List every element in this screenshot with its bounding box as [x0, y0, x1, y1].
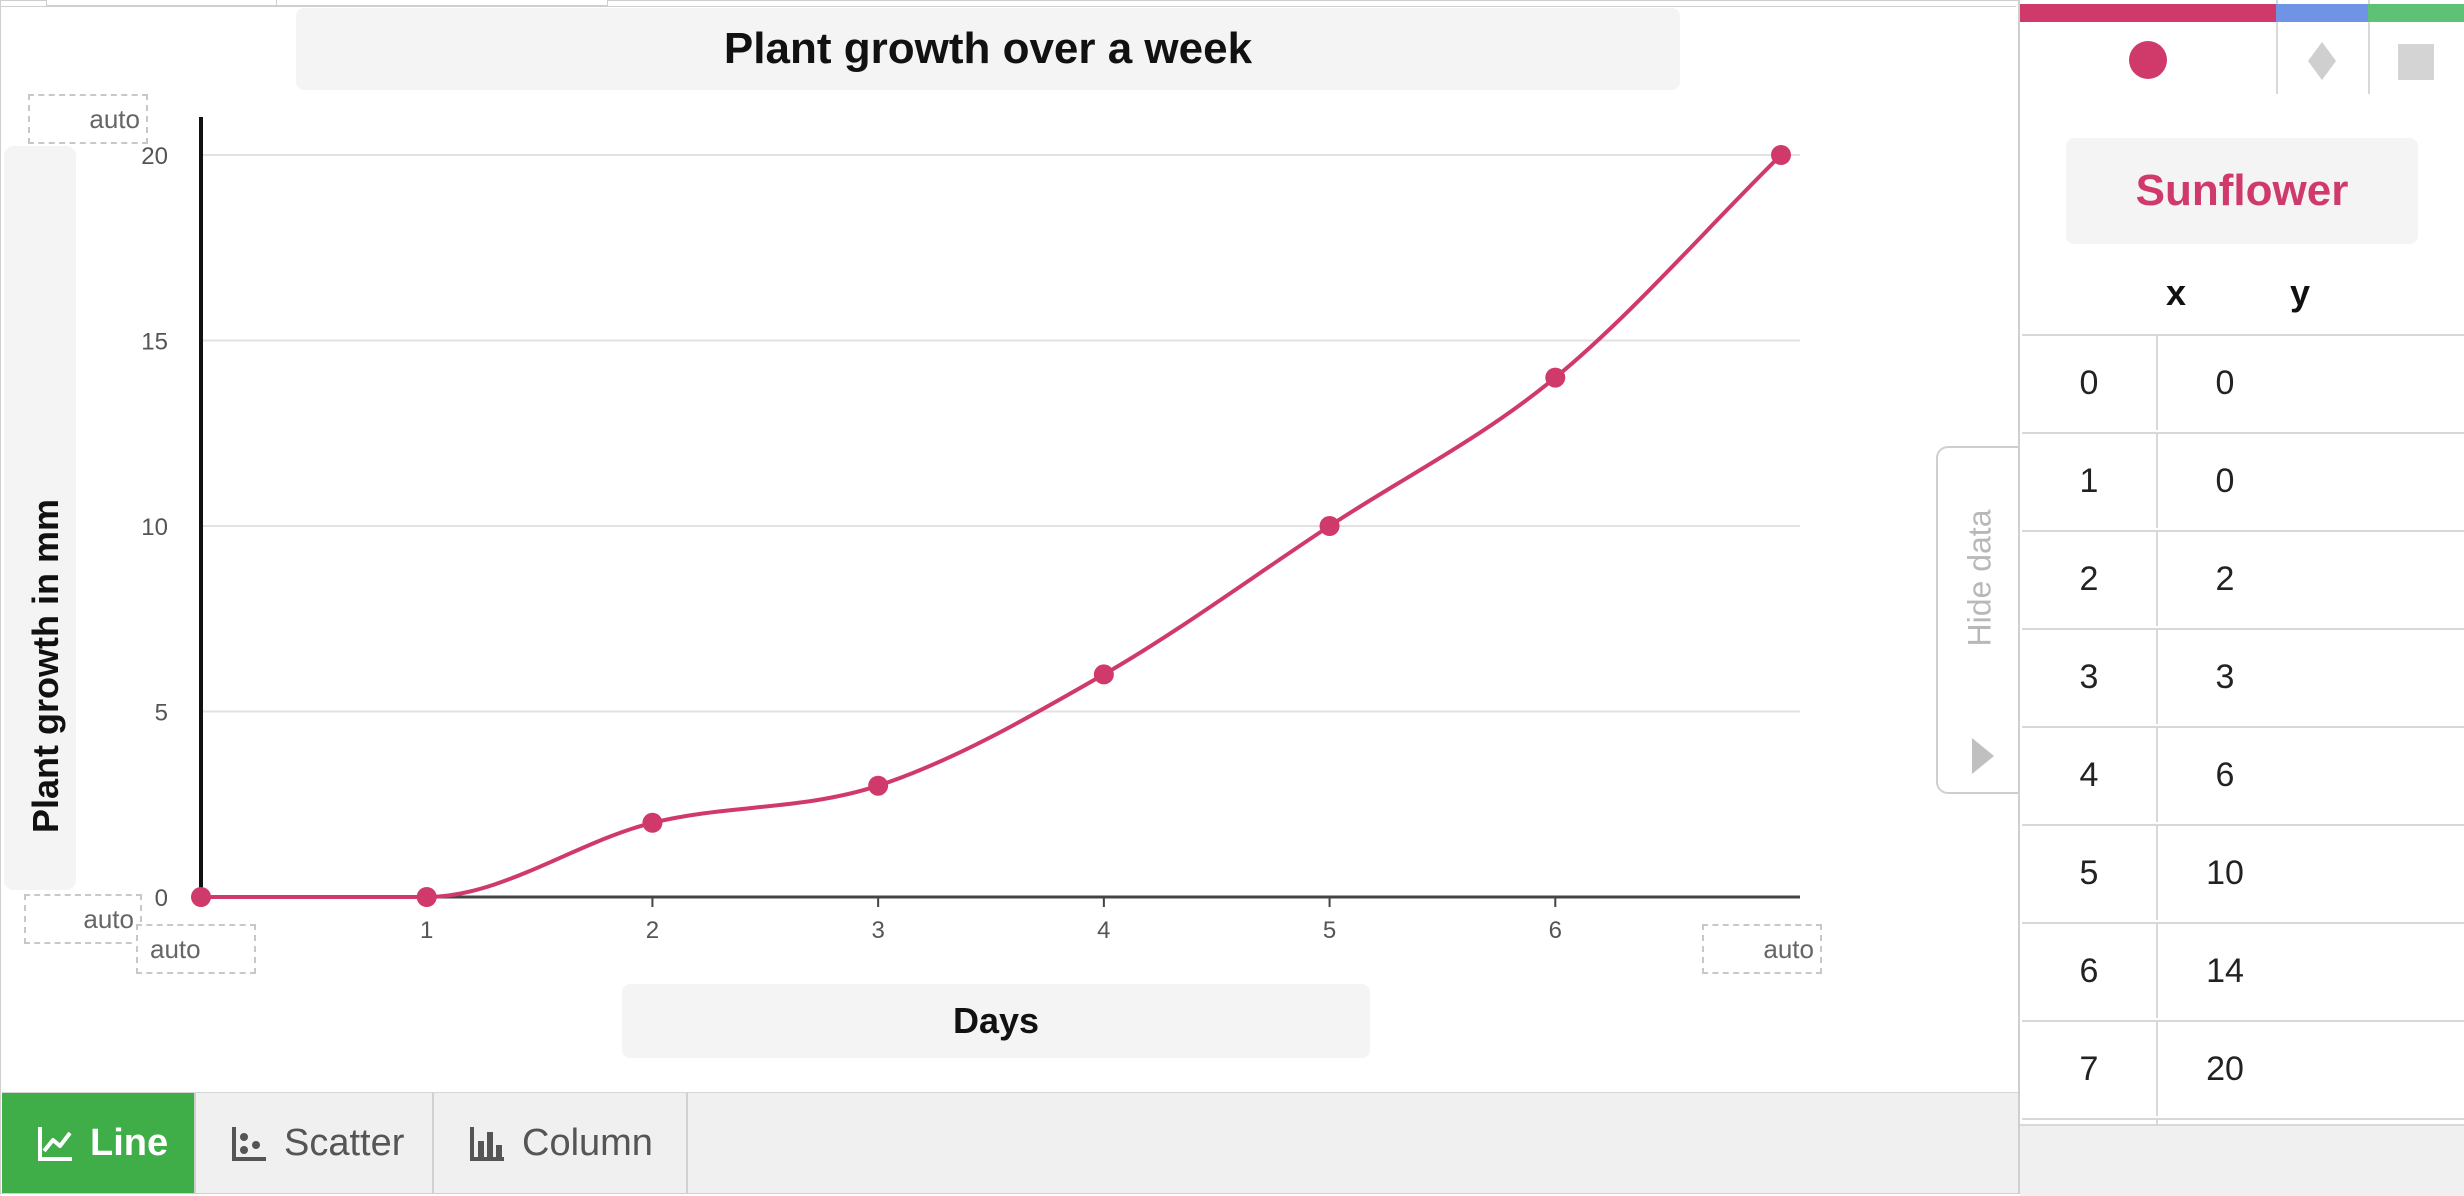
scatter-chart-button[interactable]: Scatter	[196, 1093, 434, 1193]
series-tab-sunflower[interactable]	[2020, 0, 2278, 94]
cell-y[interactable]: 0	[2215, 363, 2235, 402]
x-min-input[interactable]: auto	[136, 924, 256, 974]
cell-x[interactable]: 6	[2022, 924, 2158, 1018]
line-chart-button[interactable]: Line	[2, 1093, 196, 1193]
y-max-input[interactable]: auto	[28, 94, 148, 144]
data-point[interactable]	[642, 812, 663, 833]
circle-icon	[2129, 41, 2167, 79]
x-max-input[interactable]: auto	[1702, 924, 1822, 974]
x-tick-label: 3	[871, 917, 884, 944]
x-tick-label: 6	[1549, 917, 1562, 944]
cell-y[interactable]: 10	[2206, 853, 2244, 892]
y-min-input[interactable]: auto	[24, 894, 142, 944]
column-chart-icon	[470, 1127, 504, 1161]
x-tick-label: 1	[420, 917, 433, 944]
y-tick-label: 0	[155, 885, 168, 912]
top-tab-strip	[0, 0, 2016, 7]
cell-y[interactable]: 20	[2206, 1049, 2244, 1088]
data-point[interactable]	[191, 887, 211, 907]
cell-y[interactable]: 3	[2215, 657, 2235, 696]
column-label: Column	[522, 1121, 653, 1164]
y-tick-label: 5	[155, 700, 168, 727]
cell-y[interactable]: 0	[2215, 461, 2235, 500]
series-tab-2[interactable]	[2276, 0, 2370, 94]
y-tick-label: 20	[141, 143, 168, 170]
data-point[interactable]	[1319, 516, 1340, 536]
data-point[interactable]	[1093, 664, 1114, 685]
x-tick-label: 2	[646, 917, 659, 944]
cell-x[interactable]: 3	[2022, 630, 2158, 724]
hide-data-label: Hide data	[1961, 509, 1998, 647]
cell-y[interactable]: 14	[2206, 951, 2244, 990]
column-header-x: x	[2166, 272, 2187, 313]
hide-data-toggle[interactable]: Hide data	[1936, 446, 2020, 794]
scatter-label: Scatter	[284, 1121, 405, 1164]
y-tick-label: 15	[141, 329, 168, 356]
y-tick-label: 10	[141, 514, 168, 541]
data-point[interactable]	[868, 775, 889, 796]
column-header-y: y	[2290, 272, 2311, 313]
table-row: 5 10	[2022, 824, 2464, 922]
series-line-sunflower	[201, 153, 1783, 899]
series-tab-3[interactable]	[2368, 0, 2464, 94]
x-tick-label: 4	[1097, 917, 1110, 944]
cell-x[interactable]: 4	[2022, 728, 2158, 822]
play-arrow-icon	[1972, 738, 1994, 774]
column-chart-button[interactable]: Column	[434, 1093, 688, 1193]
table-row: 6 14	[2022, 922, 2464, 1020]
scatter-chart-icon	[232, 1127, 266, 1161]
panel-footer	[2020, 1124, 2464, 1196]
data-point[interactable]	[1545, 367, 1566, 388]
data-point[interactable]	[416, 887, 437, 907]
cell-x[interactable]: 0	[2022, 336, 2158, 430]
x-axis-label[interactable]: Days	[622, 984, 1370, 1058]
x-tick-label: 5	[1323, 917, 1336, 944]
chart-type-toolbar: Line Scatter Column	[2, 1092, 2018, 1193]
series-color-bar	[2368, 4, 2464, 22]
line-chart: 0 5 10 15 20 1 2 3 4 5 6	[141, 117, 1800, 944]
square-icon	[2398, 44, 2434, 80]
data-point[interactable]	[1771, 145, 1791, 165]
cell-x[interactable]: 5	[2022, 826, 2158, 920]
top-tab[interactable]	[276, 0, 608, 6]
line-label: Line	[90, 1121, 169, 1164]
diamond-icon	[2308, 42, 2336, 80]
series-color-bar	[2276, 4, 2368, 22]
y-axis-label-box[interactable]: Plant growth in mm	[4, 146, 76, 890]
series-name-input[interactable]: Sunflower	[2066, 138, 2418, 244]
cell-y[interactable]: 2	[2215, 559, 2235, 598]
chart-title[interactable]: Plant growth over a week	[296, 8, 1680, 90]
line-chart-icon	[38, 1127, 72, 1161]
cell-x[interactable]: 1	[2022, 434, 2158, 528]
cell-y[interactable]: 6	[2215, 755, 2235, 794]
series-color-bar	[2020, 4, 2276, 22]
cell-x[interactable]: 7	[2022, 1022, 2158, 1116]
cell-x[interactable]: 2	[2022, 532, 2158, 626]
table-row: 7 20	[2022, 1020, 2464, 1118]
